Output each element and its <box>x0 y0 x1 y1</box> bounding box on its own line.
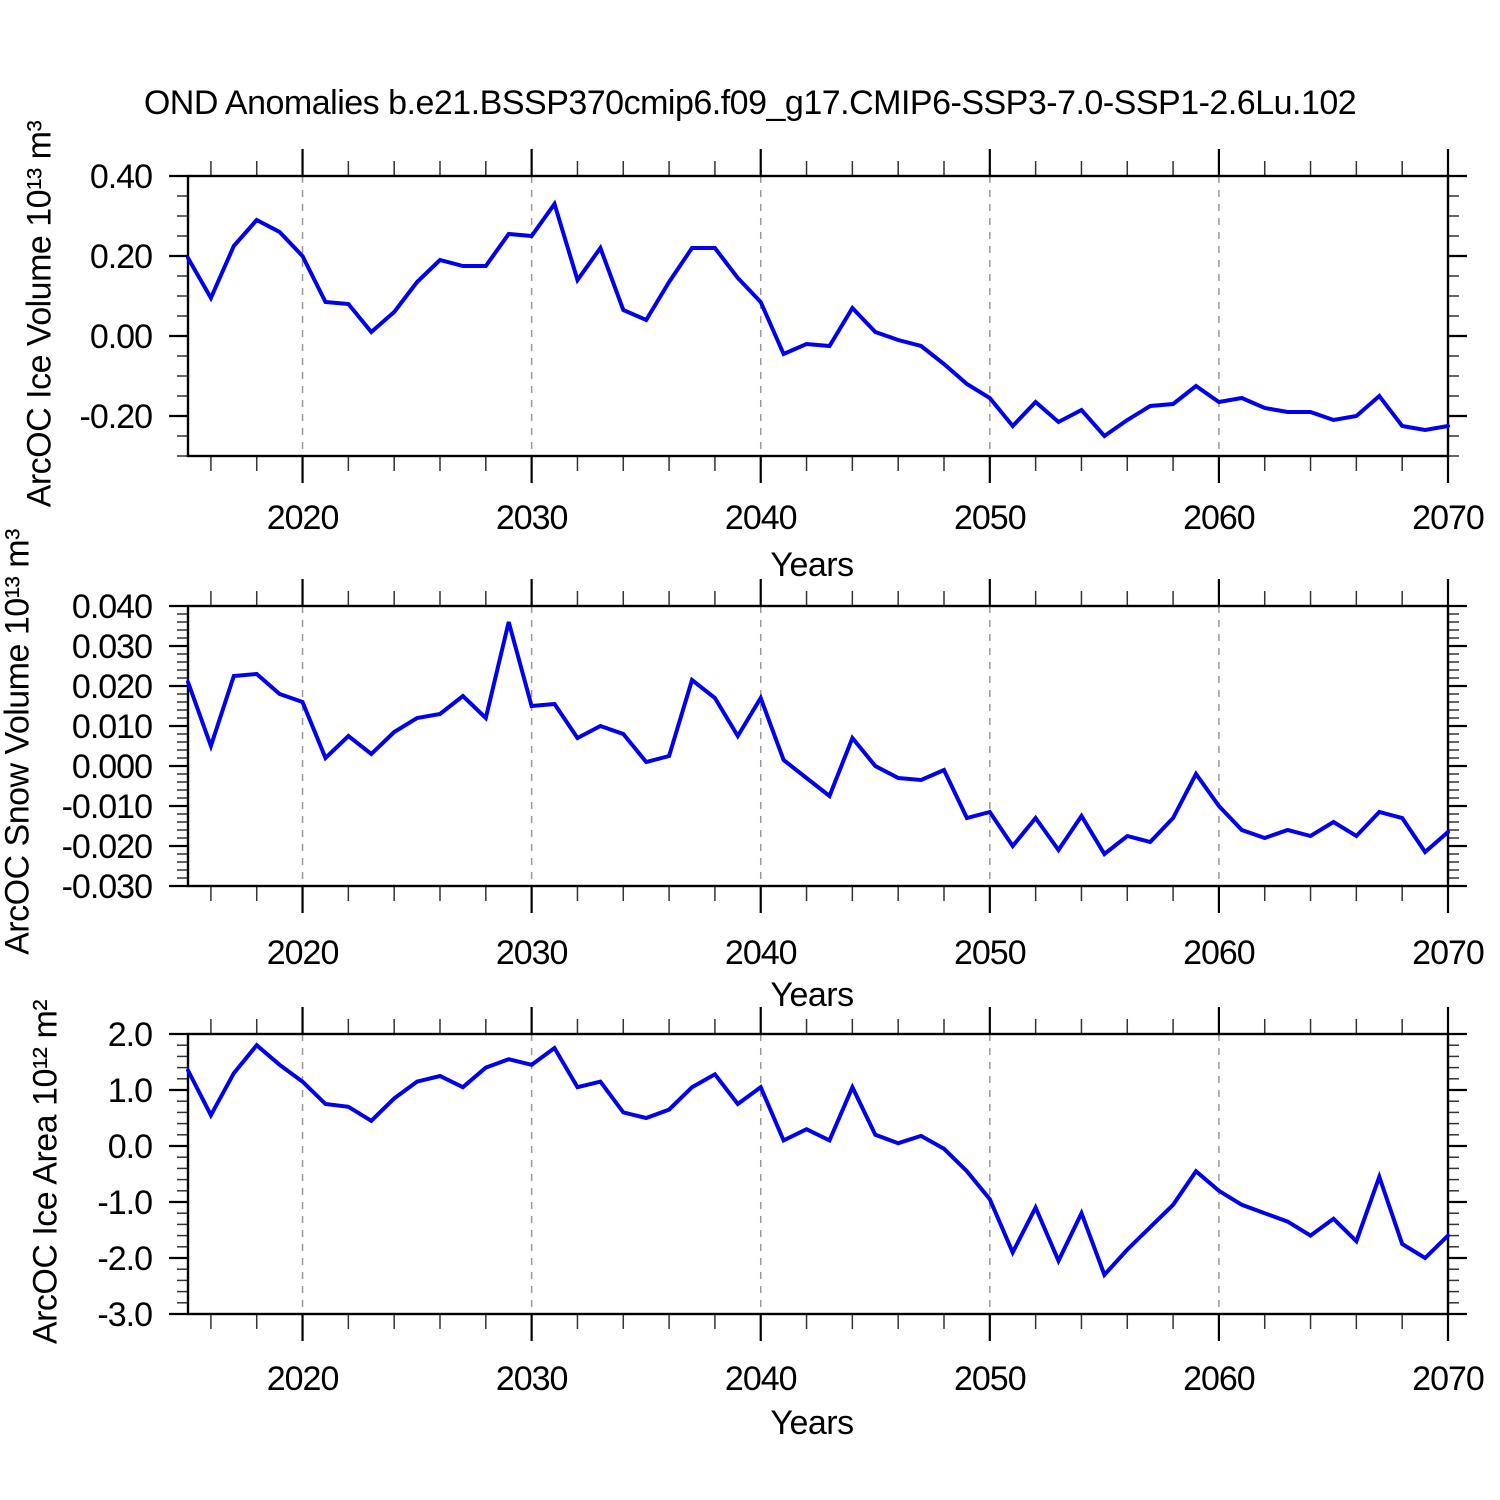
y-tick-label: 0.00 <box>90 318 152 356</box>
plot-box <box>186 604 1450 888</box>
x-tick-label: 2070 <box>1412 499 1484 537</box>
figure-title: OND Anomalies b.e21.BSSP370cmip6.f09_g17… <box>143 84 1357 122</box>
y-tick-label: 0.20 <box>90 238 152 276</box>
y-major-ticks <box>169 174 1467 418</box>
y-tick-label: 0.000 <box>72 748 152 786</box>
x-tick-label: 2020 <box>267 934 339 972</box>
y-minor-ticks <box>177 1044 1459 1304</box>
y-minor-ticks <box>177 613 1459 879</box>
y-tick-label: 0.040 <box>72 588 152 626</box>
y-tick-label: 1.0 <box>108 1072 152 1110</box>
x-tick-label: 2020 <box>267 499 339 537</box>
y-tick-label: 0.0 <box>108 1128 152 1166</box>
y-axis-title-ice-volume: ArcOC Ice Volume 10¹³ m³ <box>20 120 59 508</box>
x-axis-title-panel-1: Years <box>770 546 854 584</box>
x-gridlines <box>301 1034 1220 1314</box>
y-major-ticks <box>169 604 1467 888</box>
x-tick-label: 2020 <box>267 1360 339 1398</box>
x-tick-label: 2050 <box>954 1360 1026 1398</box>
x-gridlines <box>301 606 1220 886</box>
x-tick-label: 2050 <box>954 934 1026 972</box>
x-minor-ticks <box>210 591 1403 901</box>
x-tick-label: 2030 <box>496 1360 568 1398</box>
y-tick-label: 2.0 <box>108 1016 152 1054</box>
y-tick-label: 0.020 <box>72 668 152 706</box>
x-axis-title-panel-3: Years <box>770 1404 854 1442</box>
x-tick-labels: 2020 2030 2040 2050 2060 2070 <box>267 1360 1485 1398</box>
x-major-ticks <box>301 149 1450 483</box>
y-tick-label: -0.020 <box>62 828 152 866</box>
y-tick-label: 0.010 <box>72 708 152 746</box>
y-minor-ticks <box>177 195 1459 457</box>
x-gridlines <box>301 176 1220 456</box>
x-tick-labels: 2020 2030 2040 2050 2060 2070 <box>267 499 1485 537</box>
plot-box <box>186 174 1450 458</box>
y-tick-labels: 2.0 1.0 0.0 -1.0 -2.0 -3.0 <box>97 1016 153 1334</box>
y-tick-label: 0.40 <box>90 158 152 196</box>
x-axis-title-panel-2: Years <box>770 976 854 1014</box>
x-tick-label: 2060 <box>1183 934 1255 972</box>
y-tick-labels: 0.40 0.20 0.00 -0.20 <box>80 158 154 436</box>
y-tick-label: -3.0 <box>97 1296 152 1334</box>
x-tick-label: 2040 <box>725 499 797 537</box>
plot-box <box>186 1032 1450 1316</box>
x-tick-label: 2070 <box>1412 1360 1484 1398</box>
x-tick-label: 2030 <box>496 499 568 537</box>
y-axis-title-ice-area: ArcOC Ice Area 10¹² m² <box>26 999 65 1345</box>
x-tick-label: 2060 <box>1183 1360 1255 1398</box>
y-tick-label: -0.20 <box>80 398 153 436</box>
x-tick-label: 2030 <box>496 934 568 972</box>
y-tick-label: -0.010 <box>62 788 152 826</box>
data-line-arcoc-ice-area <box>186 1042 1450 1279</box>
x-tick-labels: 2020 2030 2040 2050 2060 2070 <box>267 934 1485 972</box>
x-minor-ticks <box>210 161 1403 471</box>
y-major-ticks <box>169 1032 1467 1316</box>
data-line-arcoc-snow-volume <box>186 621 1450 857</box>
x-tick-label: 2050 <box>954 499 1026 537</box>
x-minor-ticks <box>210 1019 1403 1329</box>
y-tick-labels: 0.0400.0300.0200.0100.000-0.010-0.020-0.… <box>62 588 153 906</box>
y-tick-label: 0.030 <box>72 628 152 666</box>
x-major-ticks <box>301 579 1450 913</box>
y-tick-label: -0.030 <box>62 868 152 906</box>
x-tick-label: 2040 <box>725 934 797 972</box>
y-tick-label: -1.0 <box>97 1184 152 1222</box>
x-tick-label: 2040 <box>725 1360 797 1398</box>
x-major-ticks <box>301 1007 1450 1341</box>
y-tick-label: -2.0 <box>97 1240 152 1278</box>
data-line-arcoc-ice-volume <box>186 199 1450 439</box>
x-tick-label: 2060 <box>1183 499 1255 537</box>
y-axis-title-snow-volume: ArcOC Snow Volume 10¹³ m³ <box>0 529 37 955</box>
x-tick-label: 2070 <box>1412 934 1484 972</box>
